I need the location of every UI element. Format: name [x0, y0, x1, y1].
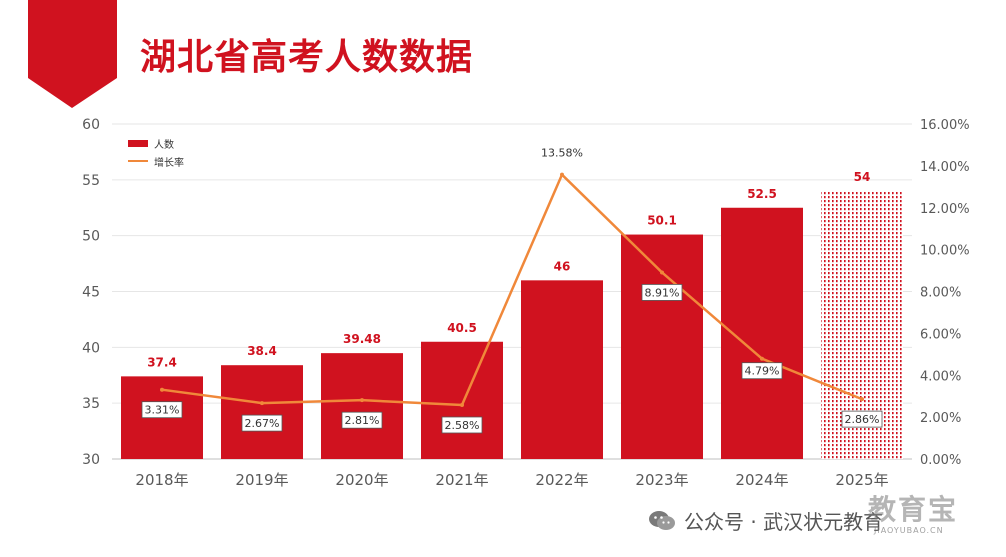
- x-tick-label: 2021年: [435, 471, 488, 489]
- bar-data-label: 38.4: [247, 344, 277, 358]
- bar-data-label: 39.48: [343, 332, 381, 346]
- legend-swatch-bar: [128, 139, 148, 147]
- y-right-tick-label: 10.00%: [920, 244, 970, 259]
- growth-point: [660, 270, 664, 275]
- line-label-box: [341, 411, 383, 429]
- y-left-tick-label: 40: [82, 340, 100, 356]
- page-title: 湖北省高考人数数据: [140, 37, 474, 78]
- bar: [521, 280, 603, 459]
- y-left-tick-label: 60: [82, 117, 100, 133]
- bar-data-label: 50.1: [647, 214, 677, 228]
- y-right-tick-label: 0.00%: [920, 453, 961, 468]
- x-tick-label: 2020年: [335, 471, 388, 489]
- y-left-tick-label: 50: [82, 229, 100, 245]
- line-data-label: 2.58%: [445, 419, 480, 432]
- line-data-label: 3.31%: [145, 404, 180, 417]
- bar-data-label: 40.5: [447, 321, 477, 335]
- line-label-box: [741, 362, 783, 380]
- y-right-tick-label: 4.00%: [920, 369, 961, 384]
- x-tick-label: 2025年: [835, 471, 888, 489]
- line-data-label: 2.67%: [245, 417, 280, 430]
- legend-label-line: 增长率: [154, 157, 184, 169]
- line-data-label: 4.79%: [745, 365, 780, 378]
- line-label-box: [241, 414, 283, 432]
- line-label-box: [141, 401, 183, 419]
- y-right-tick-label: 14.00%: [920, 160, 970, 175]
- bar-data-label: 52.5: [747, 187, 777, 201]
- bar-data-label: 46: [554, 259, 571, 273]
- y-right-tick-label: 6.00%: [920, 327, 961, 342]
- bar: [421, 341, 503, 459]
- brand-logo: 教育宝: [868, 493, 959, 526]
- line-label-box: [441, 416, 483, 434]
- bar: [221, 365, 303, 459]
- y-left-tick-label: 35: [82, 396, 100, 412]
- growth-point: [560, 172, 564, 177]
- x-tick-label: 2022年: [535, 471, 588, 489]
- line-data-label: 2.81%: [345, 414, 380, 427]
- x-tick-label: 2024年: [735, 471, 788, 489]
- wechat-icon: [648, 510, 676, 532]
- legend-item-bar: 人数: [128, 134, 184, 152]
- bar: [721, 207, 803, 459]
- line-data-label: 13.58%: [541, 147, 583, 160]
- growth-line: [161, 173, 863, 407]
- legend-item-line: 增长率: [128, 152, 184, 170]
- bar: [321, 353, 403, 459]
- y-right-tick-label: 2.00%: [920, 411, 961, 426]
- growth-point: [460, 402, 464, 407]
- growth-point: [360, 398, 364, 403]
- growth-point: [860, 397, 864, 402]
- y-left-tick-label: 30: [82, 452, 100, 468]
- line-label-box: [841, 410, 883, 428]
- x-tick-label: 2018年: [135, 471, 188, 489]
- growth-point: [160, 387, 164, 392]
- growth-point: [260, 401, 264, 406]
- y-right-tick-label: 16.00%: [920, 118, 970, 133]
- brand-domain: JIAOYUBAO.CN: [874, 526, 944, 535]
- growth-point: [760, 356, 764, 361]
- x-tick-label: 2019年: [235, 471, 288, 489]
- watermark: 公众号 · 武汉状元教育: [648, 506, 883, 535]
- bar-data-label: 37.4: [147, 355, 177, 369]
- y-right-tick-label: 8.00%: [920, 286, 961, 301]
- line-label-box: [641, 284, 683, 301]
- line-data-label: 8.91%: [645, 286, 680, 299]
- bar-data-label: 54: [854, 170, 871, 184]
- line-data-label: 2.86%: [845, 413, 880, 426]
- watermark-text: 公众号 · 武汉状元教育: [684, 510, 884, 534]
- y-left-tick-label: 55: [82, 173, 100, 189]
- legend-swatch-line: [128, 160, 148, 162]
- legend-label-bar: 人数: [154, 139, 174, 151]
- y-right-tick-label: 12.00%: [920, 202, 970, 217]
- legend: 人数 增长率: [128, 134, 184, 170]
- x-tick-label: 2023年: [635, 471, 688, 489]
- y-left-tick-label: 45: [82, 285, 100, 301]
- bar: [621, 234, 703, 459]
